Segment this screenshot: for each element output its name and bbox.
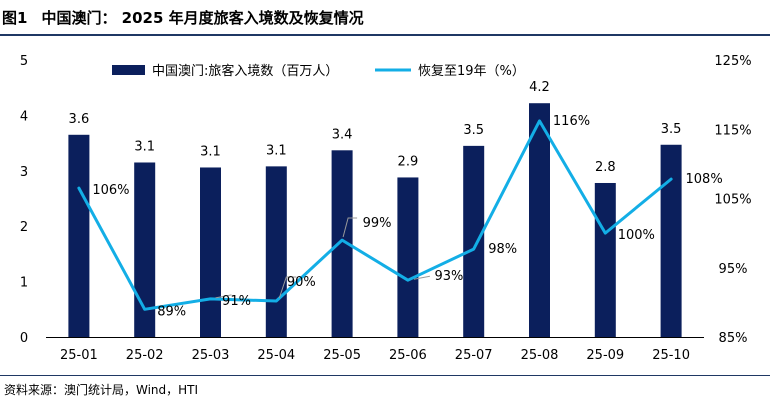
line-data-label: 98% bbox=[488, 242, 517, 257]
x-tick-label: 25-09 bbox=[586, 348, 624, 363]
line-data-label: 91% bbox=[222, 294, 251, 309]
bar bbox=[331, 150, 353, 337]
x-tick-label: 25-02 bbox=[126, 348, 164, 363]
bar-data-label: 3.4 bbox=[332, 127, 353, 142]
data-label-leader-line bbox=[278, 276, 297, 299]
figure-label: 图1 bbox=[2, 9, 28, 27]
y-right-tick-label: 115% bbox=[714, 123, 751, 138]
bar bbox=[200, 167, 221, 337]
bar bbox=[68, 134, 90, 337]
x-tick-label: 25-10 bbox=[652, 348, 690, 363]
data-label-leader-line bbox=[215, 294, 232, 299]
bar bbox=[529, 103, 550, 337]
recovery-line bbox=[77, 119, 673, 311]
y-left-tick-label: 4 bbox=[20, 109, 28, 124]
bar bbox=[134, 162, 156, 337]
line-data-label: 100% bbox=[618, 228, 655, 243]
bar-data-label: 3.1 bbox=[266, 143, 287, 158]
bar-data-label: 4.2 bbox=[529, 80, 550, 95]
data-label-leader-line bbox=[342, 217, 358, 238]
x-tick-label: 25-05 bbox=[323, 348, 361, 363]
bar-data-label: 2.8 bbox=[595, 160, 616, 175]
figure-title: 中国澳门： 2025 年月度旅客入境数及恢复情况 bbox=[41, 9, 364, 27]
y-right-tick-label: 125% bbox=[714, 54, 751, 69]
y-left-tick-label: 2 bbox=[20, 220, 28, 235]
line-data-label: 99% bbox=[363, 216, 392, 231]
legend-line-label: 恢复至19年（%） bbox=[418, 64, 525, 79]
bar-data-label: 3.6 bbox=[69, 112, 90, 127]
y-left-tick-label: 0 bbox=[20, 331, 28, 346]
y-left-tick-label: 3 bbox=[20, 165, 28, 180]
x-tick-label: 25-01 bbox=[60, 348, 98, 363]
bar bbox=[594, 182, 616, 337]
line-data-label: 108% bbox=[686, 172, 723, 187]
source-note: 资料来源：澳门统计局，Wind，HTI bbox=[4, 383, 199, 397]
chart-svg: 0 1 2 3 4 5 85% 95% 105% 115% 125% 25-01 25-02 25-03 2… bbox=[20, 54, 752, 363]
title-rule bbox=[0, 34, 770, 36]
bar bbox=[463, 145, 485, 337]
bar bbox=[265, 166, 287, 337]
y-right-tick-label: 85% bbox=[719, 331, 748, 346]
x-tick-label: 25-03 bbox=[192, 348, 230, 363]
line-data-label: 90% bbox=[287, 275, 316, 290]
x-tick-label: 25-04 bbox=[257, 348, 295, 363]
line-data-label: 89% bbox=[157, 304, 186, 319]
bar bbox=[397, 177, 419, 337]
y-left-tick-label: 1 bbox=[20, 276, 28, 291]
bar-data-label: 3.5 bbox=[463, 123, 484, 138]
x-tick-label: 25-08 bbox=[521, 348, 559, 363]
bar-data-label: 2.9 bbox=[398, 154, 419, 169]
line-data-label: 93% bbox=[434, 269, 463, 284]
source-rule bbox=[0, 375, 770, 376]
bar-data-label: 3.5 bbox=[661, 122, 682, 137]
y-left-tick-label: 5 bbox=[20, 54, 28, 69]
figure-title-row: 图1 中国澳门： 2025 年月度旅客入境数及恢复情况 bbox=[2, 4, 364, 32]
legend-bar-label: 中国澳门:旅客入境数（百万人） bbox=[152, 63, 338, 79]
data-label-leader-line bbox=[413, 275, 430, 280]
line-data-label: 116% bbox=[553, 114, 590, 129]
legend-bar-swatch bbox=[112, 65, 145, 75]
bar-data-label: 3.1 bbox=[134, 139, 155, 154]
y-right-tick-label: 95% bbox=[719, 262, 748, 277]
bar-data-label: 3.1 bbox=[200, 144, 221, 159]
x-tick-label: 25-06 bbox=[389, 348, 427, 363]
line-data-label: 106% bbox=[92, 183, 129, 198]
bar bbox=[660, 144, 682, 337]
x-tick-label: 25-07 bbox=[455, 348, 493, 363]
y-right-tick-label: 105% bbox=[714, 193, 751, 208]
